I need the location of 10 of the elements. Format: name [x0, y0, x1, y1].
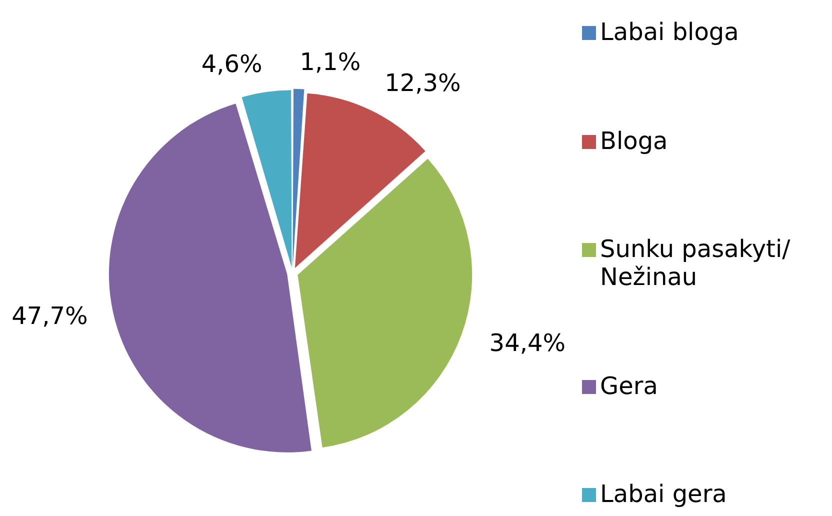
data-label: 34,4%: [489, 329, 566, 358]
legend-label: Labai gera: [600, 480, 728, 508]
legend-label: Labai bloga: [600, 18, 740, 46]
data-label: 47,7%: [12, 302, 88, 330]
legend-label: Sunku pasakyti/ Nežinau: [600, 235, 792, 291]
legend-label: Bloga: [600, 126, 669, 154]
legend-label: Gera: [600, 372, 659, 400]
data-label: 12,3%: [384, 69, 461, 98]
data-label: 4,6%: [201, 50, 262, 78]
data-label: 1,1%: [300, 48, 361, 76]
